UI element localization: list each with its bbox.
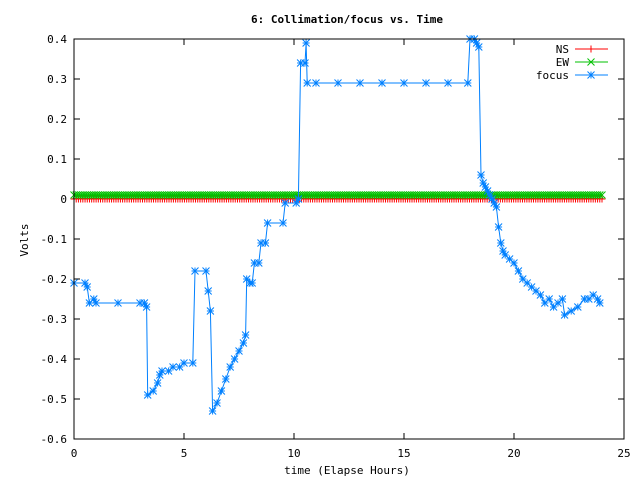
series-focus-point (208, 407, 217, 415)
series-focus-point (279, 219, 287, 227)
series-focus-point (248, 279, 257, 287)
series-focus-point (206, 307, 215, 315)
series-focus-point (83, 283, 92, 291)
series-focus-point (514, 267, 523, 275)
y-axis-label: Volts (18, 223, 31, 256)
legend-marker-ns (587, 45, 595, 53)
series-focus-point (492, 203, 501, 211)
x-tick-label: 10 (287, 447, 300, 460)
series-focus-point (540, 299, 549, 307)
series-focus-point (143, 391, 152, 399)
series-focus-point (226, 363, 235, 371)
series-focus-point (378, 79, 386, 87)
y-tick-label: -0.6 (41, 433, 68, 446)
series-focus-point (494, 223, 503, 231)
series-focus-point (554, 299, 562, 307)
series-focus-point (169, 363, 177, 371)
chart-title: 6: Collimation/focus vs. Time (251, 13, 443, 26)
series-ew (70, 191, 606, 199)
legend-item-ns: NS (556, 43, 608, 56)
series-focus-point (595, 299, 604, 307)
series-focus-point (261, 239, 270, 247)
series-focus-line (74, 38, 601, 413)
y-tick-label: 0 (60, 193, 67, 206)
legend-marker-ew (587, 58, 595, 66)
legend-item-focus: focus (536, 69, 608, 82)
series-focus-point (235, 347, 243, 355)
series-focus-point (477, 171, 485, 179)
y-tick-label: -0.2 (41, 273, 68, 286)
legend-label-ew: EW (556, 56, 570, 69)
series-focus-point (263, 219, 272, 227)
y-tick-label: 0.4 (47, 33, 67, 46)
series-focus-point (545, 295, 554, 303)
y-tick-label: -0.4 (41, 353, 68, 366)
series-focus-point (334, 79, 342, 87)
series-focus (70, 35, 604, 415)
series-focus-point (303, 79, 312, 87)
series-focus-point (301, 59, 309, 67)
legend-marker-focus (587, 71, 595, 79)
series-focus-point (281, 199, 290, 207)
series-focus-point (400, 79, 408, 87)
series-focus-point (510, 259, 518, 267)
series-focus-point (213, 399, 221, 407)
series-focus-point (239, 339, 248, 347)
series-focus-point (114, 299, 122, 307)
series-focus-point (180, 359, 188, 367)
y-tick-label: -0.1 (41, 233, 68, 246)
x-tick-label: 20 (507, 447, 520, 460)
series-focus-point (188, 359, 197, 367)
series-focus-point (356, 79, 364, 87)
series-focus-point (153, 379, 162, 387)
series-focus-point (496, 239, 505, 247)
series-ew-point (595, 191, 604, 199)
series-ew-point (598, 191, 606, 199)
x-tick-label: 0 (71, 447, 78, 460)
series-focus-point (474, 43, 483, 51)
series-focus-point (230, 355, 239, 363)
series-focus-point (422, 79, 430, 87)
series-focus-point (560, 311, 569, 319)
series-focus-point (463, 79, 472, 87)
series-focus-point (444, 79, 452, 87)
series-focus-point (204, 287, 213, 295)
series-focus-point (567, 307, 576, 315)
y-tick-label: 0.2 (47, 113, 67, 126)
series-focus-point (142, 303, 151, 311)
series-focus-point (191, 267, 199, 275)
series-focus-point (254, 259, 263, 267)
x-tick-label: 25 (617, 447, 630, 460)
series-focus-point (302, 39, 310, 47)
series-focus-point (202, 267, 210, 275)
x-tick-label: 5 (181, 447, 188, 460)
series-focus-point (536, 291, 545, 299)
series-focus-point (241, 331, 250, 339)
series-focus-point (573, 303, 582, 311)
y-tick-label: 0.1 (47, 153, 67, 166)
x-tick-label: 15 (397, 447, 410, 460)
series-focus-point (527, 283, 536, 291)
legend-label-ns: NS (556, 43, 569, 56)
y-tick-label: -0.3 (41, 313, 68, 326)
plot-frame (73, 38, 625, 440)
legend-item-ew: EW (556, 56, 608, 69)
axis-ticks: 0 5 10 15 20 25 -0.6 -0.5 -0.4 -0.3 -0.2 -0.1 0 0.1 0.… (41, 33, 631, 460)
series-focus-point (149, 387, 158, 395)
series-focus-point (312, 79, 320, 87)
series-layer (70, 35, 606, 415)
series-focus-point (217, 387, 226, 395)
y-tick-label: 0.3 (47, 73, 67, 86)
y-tick-label: -0.5 (41, 393, 68, 406)
series-focus-point (158, 367, 166, 375)
series-focus-point (501, 251, 510, 259)
series-focus-point (558, 295, 567, 303)
series-focus-point (92, 299, 100, 307)
legend-label-focus: focus (536, 69, 569, 82)
series-focus-point (294, 195, 303, 203)
series-focus-point (221, 375, 230, 383)
x-axis-label: time (Elapse Hours) (284, 464, 410, 477)
